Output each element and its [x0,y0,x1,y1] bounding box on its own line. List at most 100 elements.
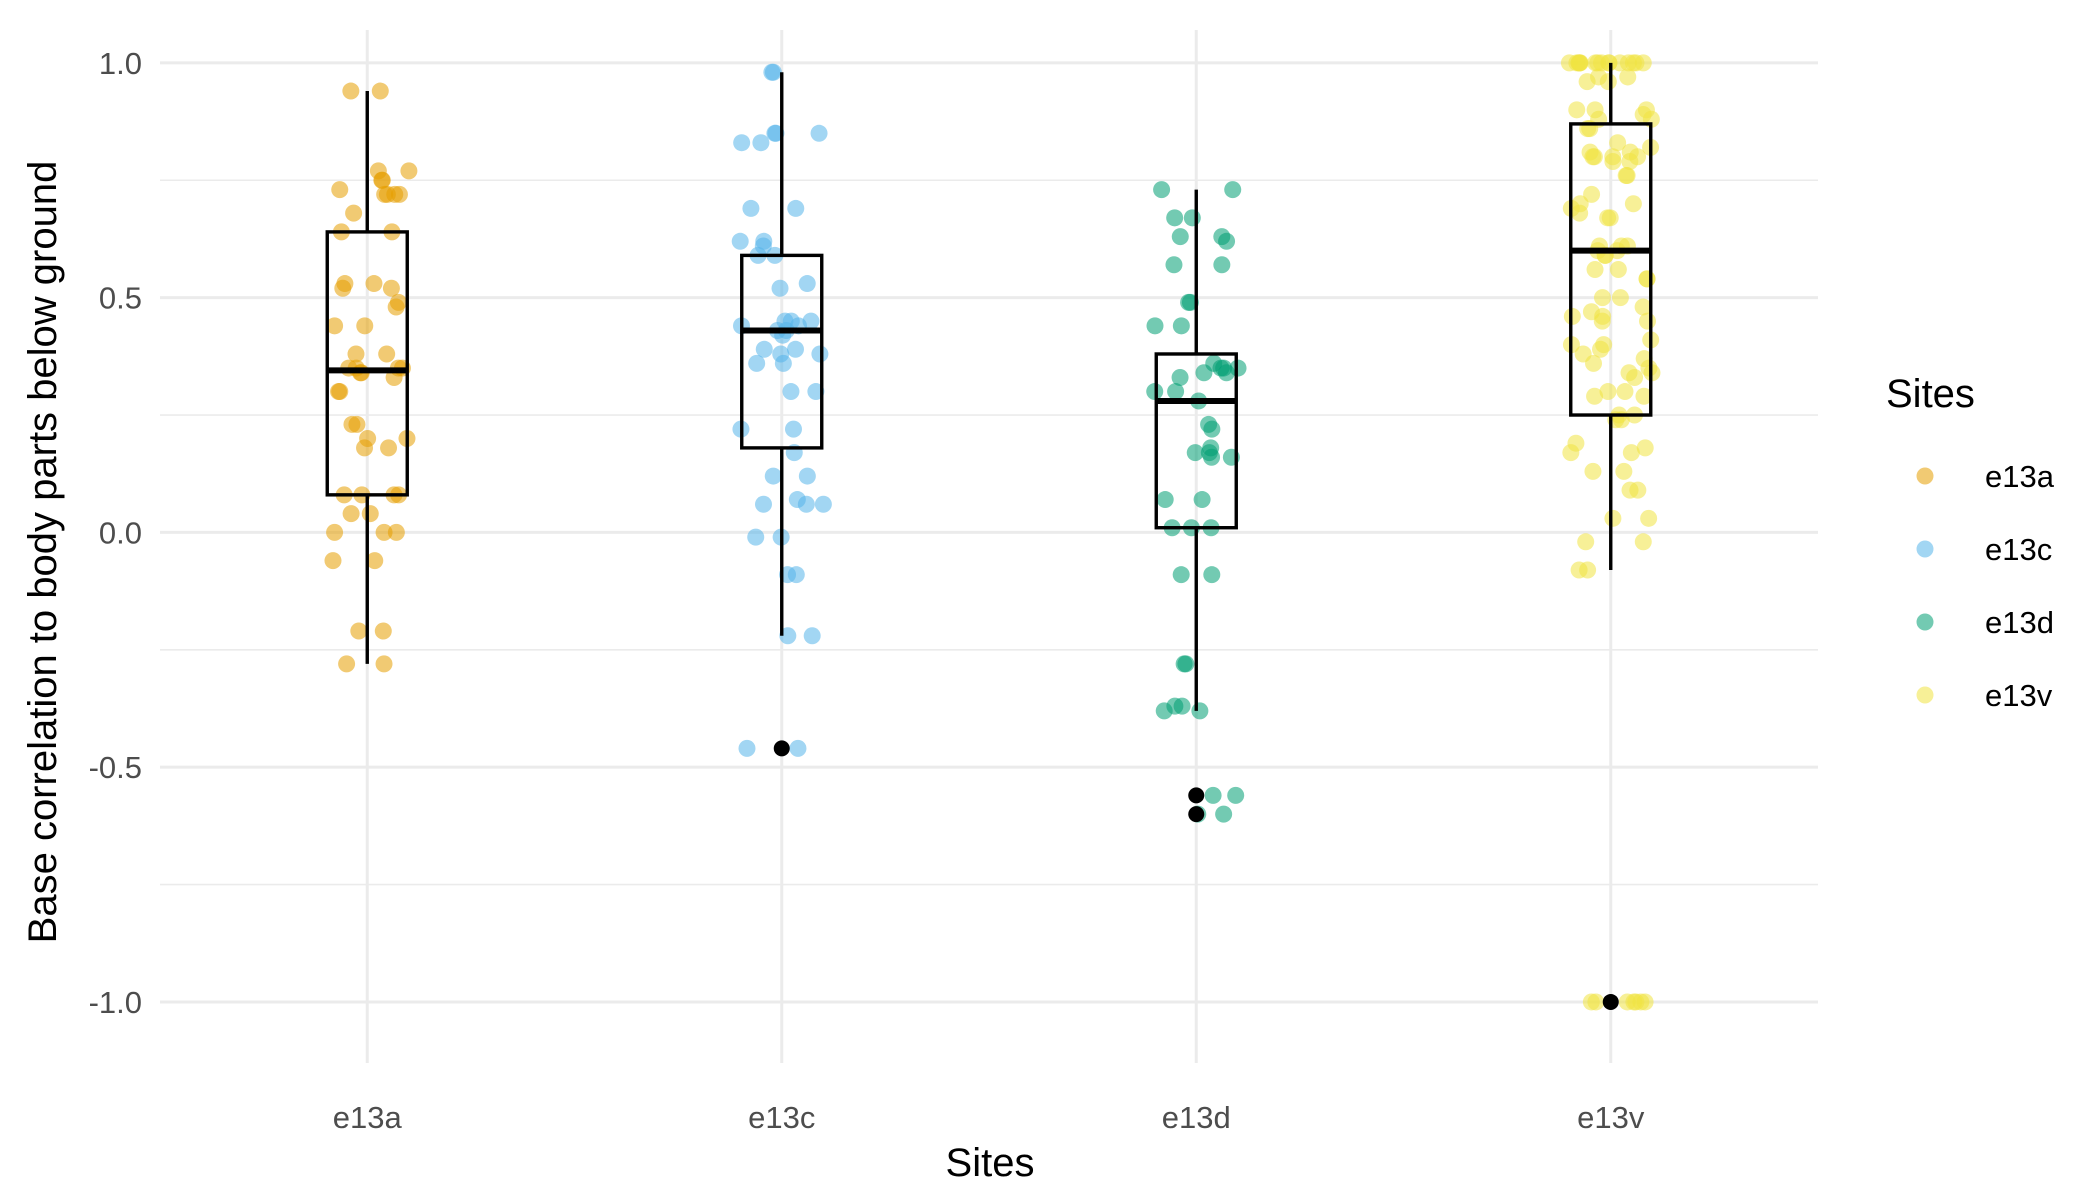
jitter-point [811,345,829,363]
jitter-point [1624,195,1642,213]
jitter-point [1634,298,1652,316]
jitter-point [1599,73,1617,91]
jitter-point [1165,256,1183,274]
jitter-point [1609,134,1627,152]
jitter-point [1619,68,1637,86]
jitter-point [382,279,400,297]
jitter-point [754,495,772,513]
jitter-point [1583,185,1601,203]
x-tick-label: e13a [333,1100,403,1135]
jitter-point [1615,462,1633,480]
jitter-point [330,383,348,401]
jitter-point [371,82,389,100]
x-tick-label: e13d [1162,1100,1231,1135]
jitter-point [1172,566,1190,584]
legend-key-e13d [1916,613,1934,631]
outlier-point [1188,806,1205,823]
jitter-point [1636,439,1654,457]
jitter-point [1585,354,1603,372]
jitter-point [731,232,749,250]
jitter-point [764,63,782,81]
jitter-point [400,162,418,180]
jitter-point [375,523,393,541]
jitter-point [814,495,832,513]
legend-key-e13c [1916,540,1934,558]
box-iqr [740,253,824,450]
jitter-point [764,467,782,485]
jitter-point [1227,786,1245,804]
outlier-point [773,740,790,757]
jitter-point [348,415,366,433]
tick-labels-layer: -1.0 -0.5 0.0 0.5 1.0 e13a e13c e13d e13v [89,46,1645,1135]
jitter-point [810,124,828,142]
jitter-point [1626,368,1644,386]
jitter-point [1191,702,1209,720]
jitter-point [1570,54,1588,72]
jitter-point [1155,702,1173,720]
jitter-point [1562,444,1580,462]
y-axis-title: Base correlation to body parts below gro… [21,161,65,944]
jitter-point [1638,312,1656,330]
jitter-point [331,181,349,199]
jitter-point [1172,317,1190,335]
jitter-point [1621,481,1639,499]
jitter-point [1638,270,1656,288]
x-tick-label: e13c [748,1100,815,1135]
jitter-point [342,505,360,523]
jitter-point [1611,289,1629,307]
jitter-point [1217,364,1235,382]
outlier-point [1188,787,1205,804]
jitter-point [798,467,816,485]
jitter-point [338,655,356,673]
jitter-point [1166,209,1184,227]
jitter-point [1173,697,1191,715]
jitter-point [1579,561,1597,579]
jitter-point [779,627,797,645]
jitter-point [1153,181,1171,199]
jitter-point [1215,805,1233,823]
jitter-point [733,134,751,152]
jitter-point [345,204,363,222]
jitter-point [1203,566,1221,584]
jitter-point [748,354,766,372]
jitter-point [1193,491,1211,509]
legend-label-e13c: e13c [1985,532,2052,567]
jitter-point [738,739,756,757]
jitter-point [1586,260,1604,278]
jitter-point [387,523,405,541]
jitter-point [380,439,398,457]
legend-entries: e13a e13c e13d e13v [1916,459,2055,713]
jitter-point [378,345,396,363]
jitter-point [342,82,360,100]
jitter-point [324,552,342,570]
jitter-point [1619,54,1637,72]
y-tick-label: 0.0 [99,515,142,550]
jitter-point [361,505,379,523]
jitter-point [786,340,804,358]
legend-label-e13d: e13d [1985,605,2054,640]
jitter-point [742,199,760,217]
jitter-point [373,171,391,189]
jitter-point [1586,387,1604,405]
legend-label-e13v: e13v [1985,678,2053,713]
y-tick-label: -0.5 [89,750,142,785]
x-tick-label: e13v [1577,1100,1645,1135]
jitter-point [1213,256,1231,274]
jitter-point [1604,509,1622,527]
jitter-point [752,134,770,152]
boxes-layer [325,62,1653,1010]
box-iqr [1569,122,1653,417]
jitter-point [1171,368,1189,386]
jitter-point [787,566,805,584]
jitter-point [774,354,792,372]
box-iqr [325,230,409,497]
jitter-point [1634,533,1652,551]
jitter-point [1635,387,1653,405]
jitter-point [350,622,368,640]
jitter-point [1203,448,1221,466]
jitter-point [782,383,800,401]
jitter-point [1584,462,1602,480]
box-iqr [1154,352,1238,530]
jitter-point [1203,420,1221,438]
y-tick-label: -1.0 [89,985,142,1020]
